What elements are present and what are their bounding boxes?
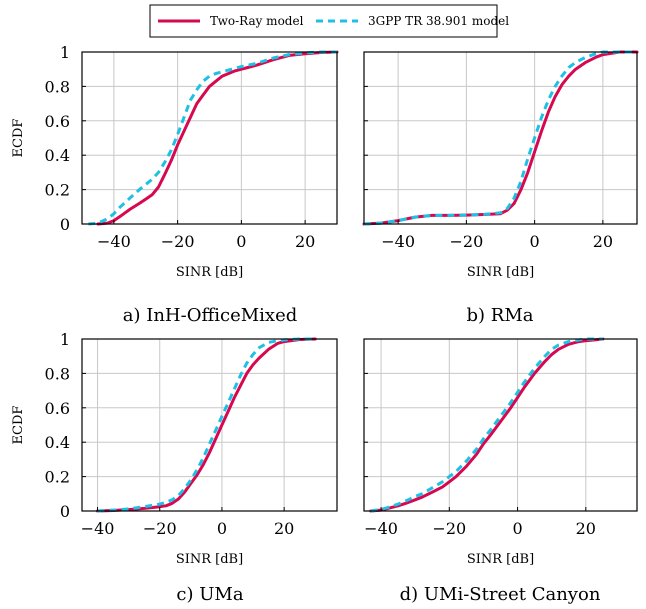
x-tick-label: 20 xyxy=(593,232,613,251)
x-axis-label: SINR [dB] xyxy=(176,265,243,280)
y-axis-label: ECDF xyxy=(11,119,26,158)
x-tick-label: 0 xyxy=(512,519,522,538)
y-tick-label: 0.8 xyxy=(45,77,70,96)
x-tick-label: −40 xyxy=(97,232,131,251)
y-tick-label: 0.2 xyxy=(45,181,70,200)
x-tick-label: −40 xyxy=(81,519,115,538)
x-tick-label: −20 xyxy=(143,519,177,538)
axes-frame xyxy=(81,51,338,225)
x-tick-label: −20 xyxy=(449,232,483,251)
series-line-two-ray xyxy=(96,50,339,226)
x-axis-label: SINR [dB] xyxy=(467,265,534,280)
y-tick-label: 0.6 xyxy=(45,399,70,418)
y-tick-label: 1 xyxy=(60,43,70,62)
legend: Two-Ray model 3GPP TR 38.901 model xyxy=(149,4,509,38)
y-tick-label: 0.4 xyxy=(45,146,70,165)
x-tick-label: 0 xyxy=(217,519,227,538)
series-line-two-ray xyxy=(362,50,639,226)
panel-caption: c) UMa xyxy=(176,584,243,605)
panel-caption: a) InH-OfficeMixed xyxy=(123,305,298,326)
axes-frame xyxy=(363,51,638,225)
chart-panel-1: −40 −20 0 20 0 0.2 0.4 0.6 0.8 1 SINR [dB] ECDF a) I… xyxy=(11,43,339,326)
chart-panel-2: −40 −20 0 20 SINR [dB] b) RMa xyxy=(362,50,639,326)
x-tick-label: −20 xyxy=(432,519,466,538)
series-line-3gpp xyxy=(97,337,316,513)
x-tick-label: 20 xyxy=(576,519,596,538)
series-line-3gpp xyxy=(88,50,337,226)
x-tick-label: −20 xyxy=(161,232,195,251)
panel-caption: d) UMi-Street Canyon xyxy=(400,584,601,605)
axes-frame xyxy=(363,338,638,512)
y-axis-label: ECDF xyxy=(11,406,26,445)
x-tick-label: 20 xyxy=(274,519,294,538)
legend-label-two-ray: Two-Ray model xyxy=(210,14,304,28)
y-tick-label: 0.4 xyxy=(45,433,70,452)
series-line-two-ray xyxy=(369,337,605,513)
panel-caption: b) RMa xyxy=(467,305,534,326)
x-tick-label: 0 xyxy=(236,232,246,251)
x-axis-label: SINR [dB] xyxy=(176,552,243,567)
chart-panel-3: −40 −20 0 20 0 0.2 0.4 0.6 0.8 1 SINR [dB] ECDF c) U… xyxy=(11,330,338,605)
x-tick-label: −40 xyxy=(364,519,398,538)
x-tick-label: 0 xyxy=(530,232,540,251)
series-line-3gpp xyxy=(363,50,637,226)
x-axis-label: SINR [dB] xyxy=(467,552,534,567)
legend-label-3gpp: 3GPP TR 38.901 model xyxy=(368,14,509,28)
y-tick-label: 1 xyxy=(60,330,70,349)
y-tick-label: 0.6 xyxy=(45,112,70,131)
series-line-two-ray xyxy=(96,337,317,513)
x-tick-label: 20 xyxy=(295,232,315,251)
legend-box xyxy=(149,4,498,38)
series-line-3gpp xyxy=(370,337,603,513)
x-tick-label: −40 xyxy=(381,232,415,251)
chart-panel-4: −40 −20 0 20 SINR [dB] d) UMi-Street Canyon xyxy=(363,337,638,605)
y-tick-label: 0.2 xyxy=(45,468,70,487)
y-tick-label: 0 xyxy=(60,502,70,521)
y-tick-label: 0 xyxy=(60,215,70,234)
y-tick-label: 0.8 xyxy=(45,364,70,383)
axes-frame xyxy=(81,338,338,512)
